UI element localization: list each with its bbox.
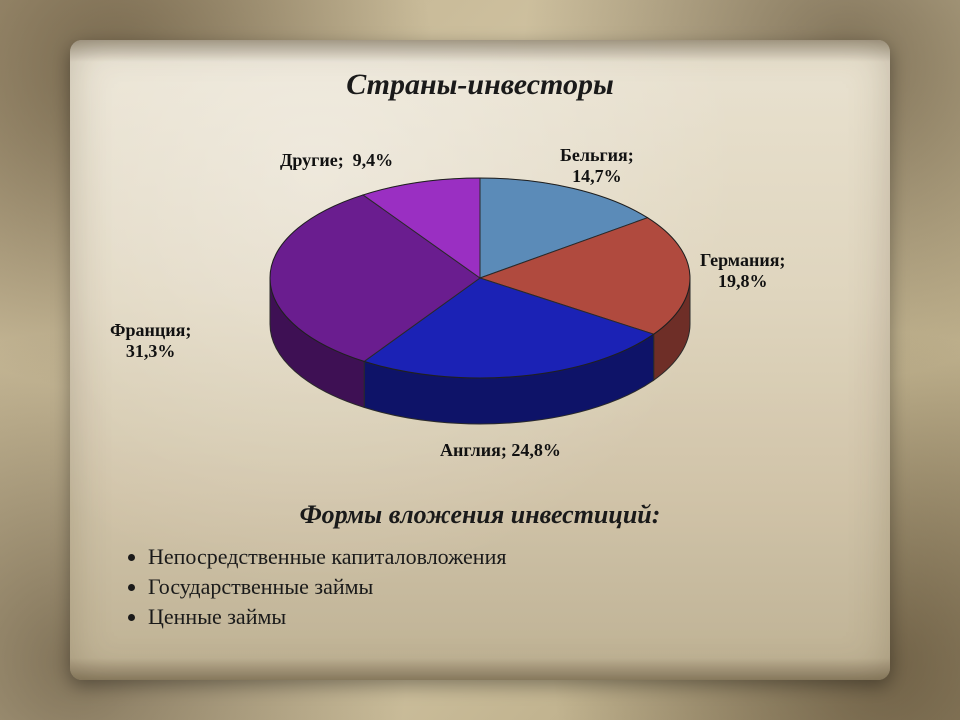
slide-stage: Страны-инвесторы Бельгия;14,7% Германия;… xyxy=(0,0,960,720)
subtitle: Формы вложения инвестиций: xyxy=(0,500,960,530)
slice-label-germany: Германия;19,8% xyxy=(700,250,785,291)
chart-title: Страны-инвесторы xyxy=(0,68,960,102)
slice-label-others: Другие; 9,4% xyxy=(280,150,393,171)
bullet-item: Ценные займы xyxy=(148,604,506,630)
slice-label-england: Англия; 24,8% xyxy=(440,440,561,461)
slice-label-belgium: Бельгия;14,7% xyxy=(560,145,634,186)
pie-svg xyxy=(230,148,730,468)
bullet-item: Государственные займы xyxy=(148,574,506,600)
bullet-item: Непосредственные капиталовложения xyxy=(148,544,506,570)
bullet-list: Непосредственные капиталовложения Госуда… xyxy=(120,540,506,634)
slice-label-france: Франция;31,3% xyxy=(110,320,191,361)
pie-chart xyxy=(230,148,730,468)
